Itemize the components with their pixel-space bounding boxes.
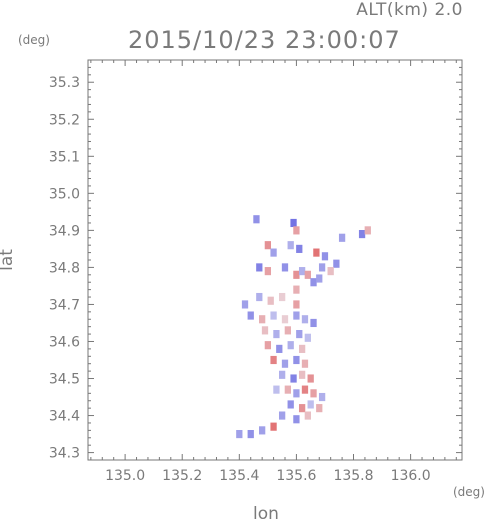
- data-cell: [270, 355, 277, 365]
- y-tick-label: 34.8: [49, 260, 80, 276]
- data-cell: [364, 226, 371, 235]
- data-cell: [310, 278, 317, 287]
- plot-frame: [87, 59, 463, 461]
- x-tick-label: 135.4: [219, 468, 259, 484]
- data-cell: [316, 404, 323, 413]
- data-cell: [304, 270, 311, 279]
- altitude-label: ALT(km) 2.0: [356, 0, 463, 20]
- data-cell: [273, 385, 280, 394]
- data-cell: [276, 344, 283, 353]
- x-tick-label: 135.2: [162, 468, 202, 484]
- y-tick-label: 35.3: [49, 75, 80, 91]
- data-cell: [284, 385, 291, 394]
- data-cell: [318, 392, 326, 402]
- data-cell: [236, 430, 243, 439]
- data-cell: [278, 370, 286, 379]
- data-cell: [273, 330, 280, 339]
- data-cell: [307, 374, 314, 383]
- data-cell: [296, 330, 303, 339]
- y-axis-unit: (deg): [18, 33, 50, 47]
- data-cell: [270, 311, 277, 320]
- data-cell: [290, 374, 297, 383]
- data-cell: [316, 274, 323, 283]
- data-cell: [298, 267, 306, 276]
- x-tick-label: 135.0: [105, 468, 145, 484]
- data-cell: [259, 426, 266, 435]
- y-tick-label: 34.5: [49, 372, 80, 388]
- data-cell: [287, 400, 294, 409]
- data-cell: [307, 400, 314, 409]
- data-cell: [304, 333, 311, 342]
- data-cell: [318, 263, 326, 272]
- data-cell: [358, 230, 366, 239]
- x-axis-unit: (deg): [453, 485, 485, 499]
- data-cell: [338, 233, 346, 242]
- y-tick-label: 34.7: [49, 297, 80, 313]
- data-cell: [293, 389, 300, 398]
- data-cell: [287, 241, 294, 250]
- data-cell: [270, 248, 277, 257]
- x-axis-label: lon: [253, 504, 279, 524]
- data-cell: [301, 385, 309, 394]
- data-cell: [313, 248, 320, 257]
- data-cell: [293, 285, 300, 294]
- data-cell: [241, 300, 249, 309]
- x-tick-label: 135.6: [276, 468, 316, 484]
- x-tick-label: 135.8: [333, 468, 373, 484]
- data-cells: [236, 215, 371, 439]
- data-cell: [259, 315, 266, 324]
- data-cell: [296, 244, 303, 253]
- data-cell: [281, 359, 289, 368]
- data-cell: [278, 292, 286, 302]
- y-tick-label: 34.9: [49, 223, 80, 239]
- data-cell: [264, 241, 272, 250]
- data-cell: [298, 370, 306, 379]
- data-cell: [261, 326, 269, 335]
- data-cell: [298, 344, 306, 353]
- y-tick-label: 35.1: [49, 149, 80, 165]
- data-cell: [281, 263, 289, 272]
- data-cell: [310, 318, 317, 328]
- data-cell: [247, 430, 254, 439]
- chart-title: 2015/10/23 23:00:07: [128, 26, 401, 54]
- data-cell: [293, 270, 300, 279]
- data-cell: [333, 259, 340, 268]
- y-tick-label: 34.3: [49, 446, 80, 462]
- data-cell: [287, 341, 294, 350]
- data-cell: [278, 411, 286, 420]
- y-tick-label: 35.2: [49, 112, 80, 128]
- data-cell: [327, 267, 334, 276]
- y-tick-label: 34.6: [49, 334, 80, 350]
- data-cell: [293, 355, 300, 365]
- data-cell: [270, 422, 277, 431]
- data-cell: [301, 315, 309, 324]
- data-cell: [290, 218, 297, 228]
- data-cell: [301, 359, 309, 368]
- data-cell: [281, 315, 289, 324]
- data-cell: [304, 411, 311, 420]
- data-cell: [293, 415, 300, 424]
- data-cell: [293, 226, 300, 235]
- data-cell: [264, 267, 272, 276]
- y-tick-label: 35.0: [49, 186, 80, 202]
- data-cell: [264, 341, 272, 350]
- data-cell: [298, 404, 306, 413]
- data-cell: [284, 326, 291, 335]
- data-cell: [321, 252, 329, 261]
- y-tick-label: 34.4: [49, 409, 80, 425]
- data-cell: [293, 300, 300, 309]
- data-cell: [293, 311, 300, 320]
- data-cell: [256, 292, 263, 302]
- x-tick-label: 136.0: [391, 468, 431, 484]
- data-cell: [253, 215, 260, 224]
- data-cell: [267, 296, 274, 305]
- data-cell: [310, 389, 317, 398]
- data-cell: [247, 311, 254, 320]
- axis-ticks: 34.3 34.4 34.5 34.6 34.7 34.8 34.9 35.0 35.1 35.2…: [49, 59, 462, 484]
- data-cell: [256, 263, 263, 272]
